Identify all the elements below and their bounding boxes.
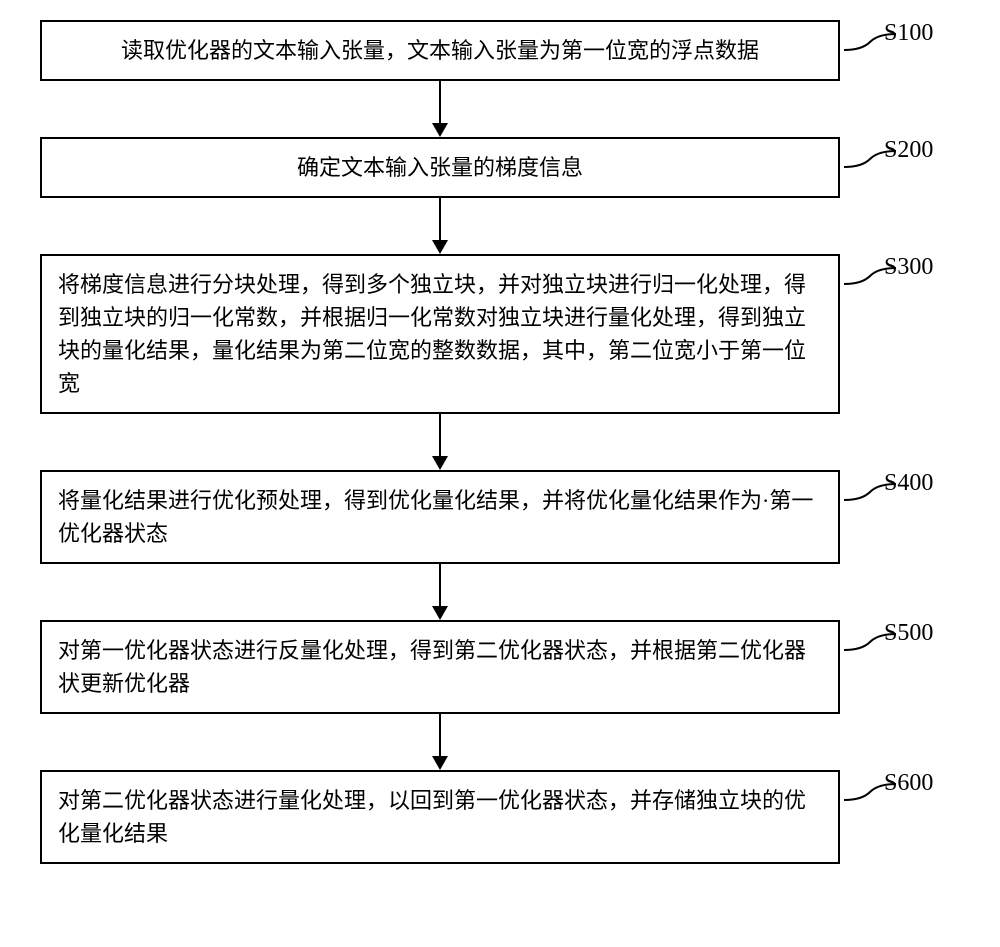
step-label: S100 bbox=[884, 20, 933, 47]
flow-step-s600: 对第二优化器状态进行量化处理，以回到第一优化器状态，并存储独立块的优化量化结果 S… bbox=[40, 770, 960, 864]
flow-step-s200: 确定文本输入张量的梯度信息 S200 bbox=[40, 137, 960, 198]
step-box: 对第一优化器状态进行反量化处理，得到第二优化器状态，并根据第二优化器状更新优化器 bbox=[40, 620, 840, 714]
step-box: 将梯度信息进行分块处理，得到多个独立块，并对独立块进行归一化处理，得到独立块的归… bbox=[40, 254, 840, 414]
step-box: 确定文本输入张量的梯度信息 bbox=[40, 137, 840, 198]
step-label: S400 bbox=[884, 470, 933, 497]
step-label: S500 bbox=[884, 620, 933, 647]
flow-step-s400: 将量化结果进行优化预处理，得到优化量化结果，并将优化量化结果作为·第一优化器状态… bbox=[40, 470, 960, 564]
step-label: S600 bbox=[884, 770, 933, 797]
flow-step-s100: 读取优化器的文本输入张量，文本输入张量为第一位宽的浮点数据 S100 bbox=[40, 20, 960, 81]
step-box: 将量化结果进行优化预处理，得到优化量化结果，并将优化量化结果作为·第一优化器状态 bbox=[40, 470, 840, 564]
step-box: 对第二优化器状态进行量化处理，以回到第一优化器状态，并存储独立块的优化量化结果 bbox=[40, 770, 840, 864]
step-label: S200 bbox=[884, 137, 933, 164]
step-label: S300 bbox=[884, 254, 933, 281]
step-box: 读取优化器的文本输入张量，文本输入张量为第一位宽的浮点数据 bbox=[40, 20, 840, 81]
flow-step-s300: 将梯度信息进行分块处理，得到多个独立块，并对独立块进行归一化处理，得到独立块的归… bbox=[40, 254, 960, 414]
flow-step-s500: 对第一优化器状态进行反量化处理，得到第二优化器状态，并根据第二优化器状更新优化器… bbox=[40, 620, 960, 714]
